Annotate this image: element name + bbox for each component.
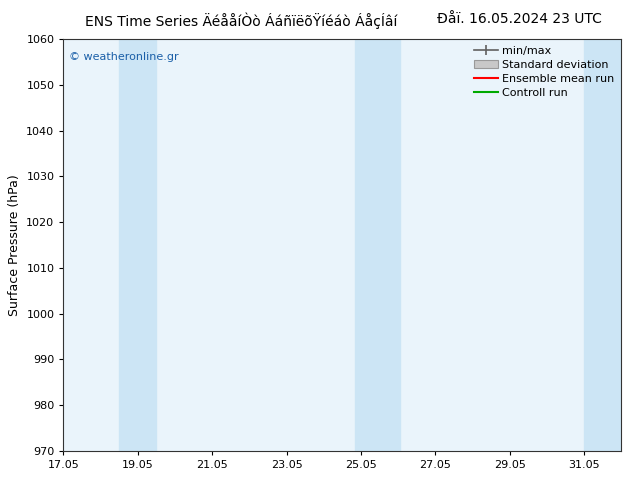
Bar [356,39,400,451]
Text: Đåï. 16.05.2024 23 UTC: Đåï. 16.05.2024 23 UTC [437,12,602,26]
Text: © weatheronline.gr: © weatheronline.gr [69,51,179,62]
Bar [119,39,157,451]
Legend: min/max, Standard deviation, Ensemble mean run, Controll run: min/max, Standard deviation, Ensemble me… [469,42,619,102]
Text: ENS Time Series ÄéååíÒò ÁáñïëõŸíéáò ÁåçÍâí: ENS Time Series ÄéååíÒò ÁáñïëõŸíéáò ÁåçÍ… [85,12,397,29]
Y-axis label: Surface Pressure (hPa): Surface Pressure (hPa) [8,174,21,316]
Bar [584,39,634,451]
